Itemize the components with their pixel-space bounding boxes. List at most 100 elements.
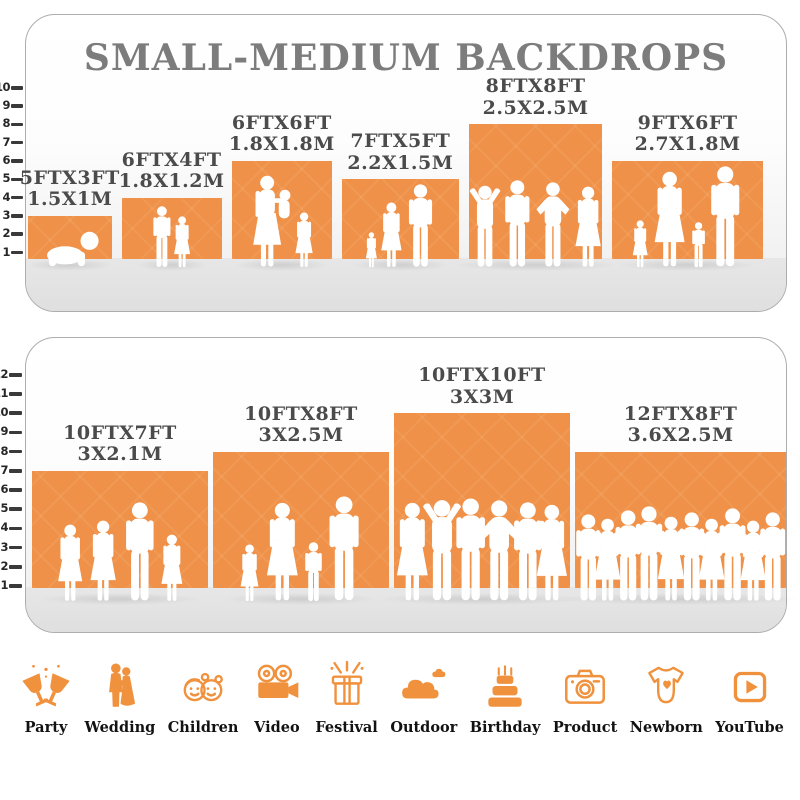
category-birthday: Birthday (469, 660, 541, 736)
figure-shadow (136, 259, 207, 271)
category-label: Newborn (629, 719, 703, 736)
axis-tick (11, 140, 23, 145)
axis-tick (9, 411, 22, 415)
size-label-m: 2.2X1.5M (347, 151, 454, 174)
size-label-ft: 10FTX8FT (244, 402, 358, 425)
category-label: Birthday (469, 719, 541, 736)
size-label-ft: 9FTX6FT (637, 112, 738, 134)
axis-tick (11, 250, 23, 255)
axis-tick (9, 392, 22, 396)
size-label-ft: 8FTX8FT (485, 75, 586, 98)
axis-tick (11, 86, 23, 90)
category-label: Video (254, 719, 300, 736)
axis-tick (11, 104, 23, 108)
youtube-icon (733, 671, 766, 703)
category-label: Festival (315, 719, 378, 736)
axis-tick-label: 3 (0, 539, 8, 554)
axis-tick (9, 449, 22, 454)
size-label-m: 2.5X2.5M (482, 96, 589, 119)
size-label: 5FTX3FT 1.5X1M (10, 166, 130, 211)
size-label-m: 3X2.1M (77, 443, 163, 466)
axis-tick (9, 545, 22, 550)
category-label: Wedding (84, 719, 156, 736)
axis-tick (9, 469, 22, 473)
axis-tick-label: 6 (2, 153, 10, 167)
axis-tick-label: 1 (2, 244, 10, 259)
category-party: Party (20, 660, 72, 736)
axis-tick-label: 10 (0, 79, 11, 94)
category-youtube: YouTube (715, 660, 784, 736)
category-label: Children (167, 719, 239, 736)
wedding-icon (108, 663, 135, 707)
size-label: 10FTX8FT 3X2.5M (213, 402, 389, 447)
axis-tick (9, 488, 22, 492)
floor (26, 258, 786, 311)
girl-silhouette-icon (170, 216, 194, 268)
size-label-m: 3X3M (449, 385, 515, 408)
man-silhouette-icon (119, 502, 161, 602)
axis-tick (11, 159, 23, 163)
size-label-m: 1.8X1.2M (118, 170, 225, 193)
size-bar (213, 451, 389, 588)
axis-tick (9, 584, 22, 588)
man-silhouette-icon (704, 166, 747, 268)
axis-tick-label: 2 (0, 558, 8, 573)
children-icon (183, 672, 224, 702)
category-newborn: Newborn (630, 660, 703, 736)
man-silhouette-icon (322, 496, 366, 602)
figure-shadow (451, 259, 620, 271)
page-title: SMALL-MEDIUM BACKDROPS (83, 37, 729, 79)
axis-tick-label: 10 (0, 405, 9, 420)
figure-shadow (39, 593, 201, 605)
category-label: YouTube (715, 719, 784, 736)
size-label-ft: 10FTX10FT (418, 364, 546, 387)
size-label: 6FTX6FT 1.8X1.8M (222, 112, 342, 156)
outdoor-icon (401, 668, 446, 699)
video-icon (257, 664, 299, 698)
category-label: Party (24, 719, 68, 736)
category-video: Video (251, 660, 303, 736)
axis-tick-label: 5 (2, 171, 10, 186)
size-label-m: 3X2.5M (258, 424, 344, 447)
woman-silhouette-icon (529, 504, 575, 602)
axis-tick-label: 12 (0, 366, 9, 381)
axis-tick-label: 4 (2, 189, 10, 204)
axis-tick (9, 373, 22, 377)
axis-tick-label: 5 (0, 501, 8, 516)
axis-tick-label: 4 (0, 520, 8, 535)
festival-icon (330, 660, 364, 705)
birthday-icon (488, 665, 522, 707)
axis-tick (11, 177, 23, 182)
axis-tick-label: 6 (0, 482, 8, 496)
size-label-ft: 5FTX3FT (19, 166, 120, 189)
size-label-ft: 7FTX5FT (350, 130, 451, 153)
axis-tick-label: 1 (0, 578, 8, 592)
axis-tick (9, 565, 22, 569)
axis-tick-label: 3 (2, 207, 10, 222)
category-children: Children (167, 660, 239, 736)
size-label: 7FTX5FT 2.2X1.5M (340, 130, 460, 174)
axis-tick (11, 195, 23, 200)
woman-silhouette-icon (84, 520, 122, 602)
size-bar (121, 197, 222, 259)
axis-tick-label: 7 (0, 462, 8, 477)
category-row: Party Wedding Children Video Festival Ou… (20, 660, 784, 736)
size-label-ft: 6FTX6FT (231, 112, 332, 134)
baby-silhouette-icon (38, 230, 101, 268)
man-silhouette-icon (754, 512, 792, 602)
size-bar (341, 179, 459, 259)
size-label-ft: 12FTX8FT (623, 402, 738, 425)
size-label: 9FTX6FT 2.7X1.8M (612, 112, 762, 156)
girl-silhouette-icon (156, 534, 188, 602)
category-label: Outdoor (390, 719, 458, 736)
size-label-m: 2.7X1.8M (634, 133, 741, 156)
category-festival: Festival (315, 660, 378, 736)
axis-tick (9, 430, 22, 435)
size-label-ft: 6FTX4FT (121, 148, 222, 171)
woman-silhouette-icon (647, 171, 692, 268)
axis-tick-label: 2 (2, 226, 10, 241)
axis-tick (11, 214, 23, 218)
size-label: 10FTX10FT 3X3M (394, 364, 570, 408)
party-icon (22, 664, 70, 707)
